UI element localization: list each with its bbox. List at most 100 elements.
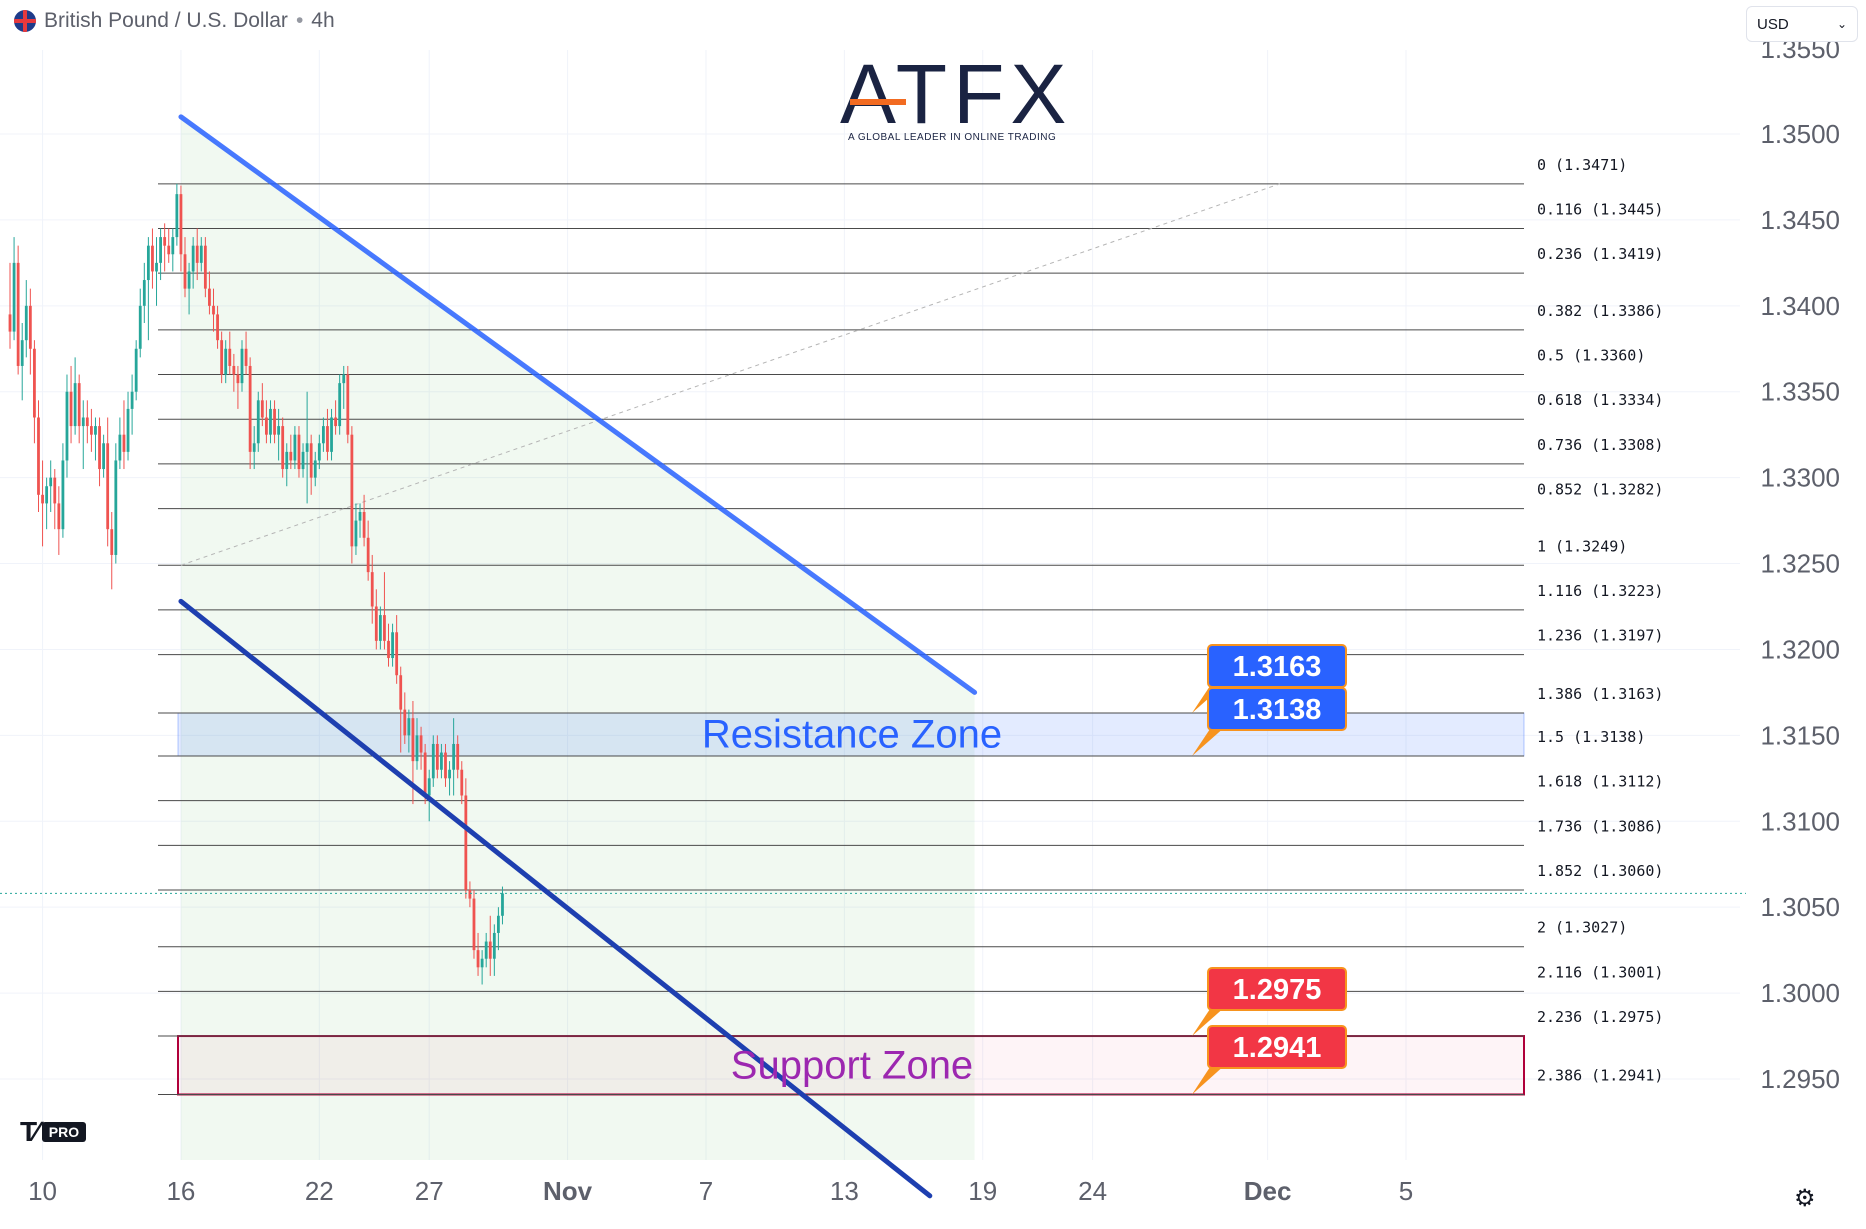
candle-body [309,443,313,478]
candle-body [175,194,179,238]
candle-body [501,893,504,916]
candle-body [480,958,484,968]
logo-name: ATFX [840,47,1073,141]
fib-level-label: 1.236 (1.3197) [1537,627,1663,645]
candle-body [8,314,12,332]
candle-body [126,408,130,452]
candle-body [118,434,122,461]
candle-body [81,417,85,427]
candle-body [399,675,403,710]
fib-level-label: 1 (1.3249) [1537,537,1627,555]
settings-icon[interactable]: ⚙ [1794,1185,1816,1212]
time-tick-label: Nov [543,1176,593,1206]
fib-level-label: 1.736 (1.3086) [1537,817,1663,835]
candle-body [297,434,301,470]
fib-level-label: 2.116 (1.3001) [1537,963,1663,981]
candle-body [411,718,415,762]
candle-body [456,743,460,770]
candle-body [387,640,390,659]
fibonacci-retracement[interactable]: 0 (1.3471) 0.116 (1.3445) 0.236 (1.3419) 0.… [158,156,1663,1095]
gb-us-flag-icon [14,10,36,32]
tradingview-logo-icon[interactable]: T∕ PRO [20,1116,87,1148]
candle-body [378,615,382,641]
candle-body [212,305,215,315]
fib-level-label: 0.236 (1.3419) [1537,245,1663,263]
symbol-header[interactable]: British Pound / U.S. Dollar • 4h [14,9,335,33]
candle-body [334,417,337,427]
price-tick-label: 1.3100 [1760,806,1840,836]
candle-body [403,709,407,736]
symbol-name: British Pound / U.S. Dollar [44,9,288,32]
candle-body [464,795,468,890]
fib-level-label: 2.386 (1.2941) [1537,1066,1663,1084]
candle-body [415,735,419,762]
candle-body [37,417,40,495]
time-tick-label: 22 [305,1176,334,1206]
time-tick-label: 7 [699,1176,713,1206]
price-tick-label: 1.3250 [1760,549,1840,579]
candle-body [366,537,370,573]
candle-body [53,477,57,504]
trend-channel[interactable] [178,114,978,1199]
candle-body [151,245,154,272]
resistance-zone-label: Resistance Zone [702,713,1002,757]
fib-level-label: 1.386 (1.3163) [1537,685,1663,703]
candle-body [362,512,366,538]
candles [0,183,1746,985]
candle-body [440,752,443,770]
channel-lower-line [178,598,933,1199]
candle-body [24,305,28,341]
candle-body [427,778,431,796]
candle-body [159,237,162,263]
candle-body [236,374,240,384]
candle-body [305,443,309,452]
callout-box [1207,967,1347,1011]
candle-body [354,520,358,547]
time-tick-label: 5 [1399,1176,1413,1206]
callout-pointer [1192,1006,1226,1037]
candle-body [330,417,333,452]
fib-level-label: 1.5 (1.3138) [1537,728,1645,746]
interval-label: 4h [311,9,335,32]
candle-body [293,434,297,461]
axes[interactable]: 1.35501.35001.34501.34001.33501.33001.32… [28,34,1840,1206]
candle-body [167,245,171,255]
candle-body [69,391,73,427]
candle-body [358,512,362,521]
candle-body [326,426,329,452]
channel-upper-line [178,114,978,695]
candle-body [273,408,276,435]
time-tick-label: 13 [830,1176,859,1206]
logo-tagline: A GLOBAL LEADER IN ONLINE TRADING [848,132,1057,143]
candle-body [195,245,199,263]
candle-body [33,348,36,418]
candle-body [488,941,492,959]
candle-body [342,374,346,384]
time-tick-label: 19 [968,1176,997,1206]
price-callouts: 1.3163 1.3138 1.2975 1.2941 [1192,644,1347,1095]
candle-body [110,529,114,555]
callout-pointer [1192,683,1226,714]
candle-body [277,426,281,435]
callout-text: 1.2975 [1233,974,1322,1006]
candle-body [346,374,350,435]
candle-body [191,245,195,272]
currency-selector[interactable]: USD ⌄ [1746,6,1858,42]
candle-body [468,890,472,899]
candle-body [395,632,399,676]
fib-level-label: 0.736 (1.3308) [1537,436,1663,454]
candle-body [171,237,175,255]
candle-body [289,451,293,461]
candle-body [199,245,203,263]
candle-body [423,752,427,796]
candle-body [256,400,260,444]
candle-body [85,417,89,427]
candle-body [73,383,77,427]
candle-body [146,245,150,281]
candle-body [134,348,138,392]
candle-body [232,365,236,375]
candle-body [370,572,374,607]
pro-badge: PRO [41,1122,87,1142]
callout-pointer [1192,1064,1226,1095]
